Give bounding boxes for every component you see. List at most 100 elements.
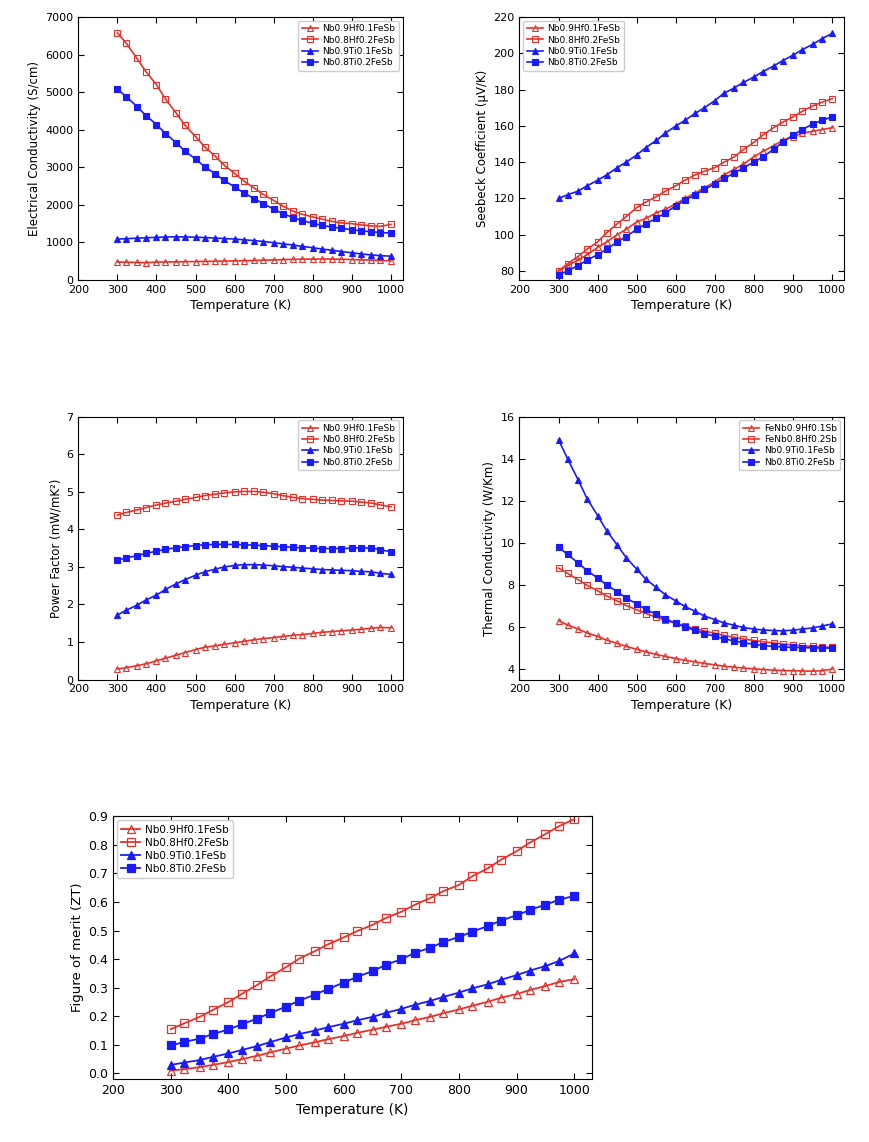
Nb0.9Ti0.1FeSb — [335, 244, 346, 258]
Nb0.8Ti0.2FeSb — [229, 538, 240, 552]
Nb0.9Ti0.1FeSb — [611, 161, 621, 175]
Nb0.8Ti0.2FeSb — [395, 952, 406, 966]
Nb0.9Hf0.1FeSb — [375, 254, 385, 267]
Nb0.8Hf0.2FeSb — [219, 159, 229, 172]
Nb0.8Hf0.2FeSb — [553, 264, 563, 278]
Nb0.8Ti0.2FeSb — [482, 919, 493, 933]
Nb0.8Ti0.2FeSb — [180, 144, 190, 158]
Nb0.9Ti0.1FeSb — [269, 235, 279, 249]
Nb0.9Hf0.1FeSb — [540, 979, 550, 992]
Nb0.8Hf0.2FeSb — [375, 219, 385, 233]
Nb0.9Hf0.1FeSb — [238, 254, 249, 267]
Nb0.9Hf0.1FeSb — [265, 1045, 275, 1059]
Nb0.9Ti0.1FeSb — [611, 538, 621, 552]
Nb0.8Hf0.2FeSb — [380, 911, 390, 925]
Nb0.9Hf0.1FeSb — [236, 1052, 247, 1065]
Nb0.9Hf0.1FeSb — [296, 628, 307, 642]
Nb0.9Hf0.1FeSb — [180, 645, 190, 659]
Nb0.9Hf0.1FeSb — [249, 633, 259, 646]
Nb0.8Hf0.2FeSb — [327, 493, 337, 507]
Nb0.9Hf0.1FeSb — [160, 255, 170, 268]
Nb0.9Hf0.1FeSb — [511, 987, 521, 1000]
Nb0.8Hf0.2FeSb — [265, 970, 275, 983]
Nb0.8Ti0.2FeSb — [309, 988, 320, 1002]
Nb0.9Hf0.1FeSb — [208, 1057, 218, 1071]
Nb0.8Hf0.2FeSb — [709, 161, 720, 175]
Nb0.9Hf0.1FeSb — [366, 621, 376, 635]
Nb0.9Hf0.1FeSb — [249, 254, 259, 267]
Nb0.9Ti0.1FeSb — [573, 473, 583, 486]
Nb0.8Ti0.2FeSb — [553, 267, 563, 281]
Nb0.9Hf0.1FeSb — [385, 621, 395, 635]
Nb0.9Ti0.1FeSb — [748, 70, 759, 83]
Nb0.9Ti0.1FeSb — [495, 973, 506, 987]
Nb0.8Ti0.2FeSb — [796, 641, 806, 654]
Nb0.8Ti0.2FeSb — [709, 177, 720, 191]
Line: Nb0.9Ti0.1FeSb: Nb0.9Ti0.1FeSb — [166, 949, 578, 1069]
Nb0.8Hf0.2FeSb — [366, 497, 376, 510]
Nb0.8Ti0.2FeSb — [728, 167, 739, 180]
Nb0.8Ti0.2FeSb — [650, 608, 660, 621]
Nb0.9Hf0.1FeSb — [209, 255, 220, 268]
FeNb0.9Hf0.1Sb — [600, 633, 611, 646]
Nb0.8Hf0.2FeSb — [170, 106, 181, 120]
Nb0.8Ti0.2FeSb — [249, 192, 259, 206]
Nb0.8Ti0.2FeSb — [121, 552, 131, 565]
FeNb0.9Hf0.1Sb — [631, 643, 641, 657]
Nb0.8Ti0.2FeSb — [524, 903, 534, 917]
Nb0.9Hf0.1FeSb — [482, 995, 493, 1008]
Nb0.9Ti0.1FeSb — [355, 247, 366, 260]
Nb0.9Ti0.1FeSb — [699, 609, 709, 622]
Nb0.9Ti0.1FeSb — [238, 557, 249, 571]
Nb0.9Ti0.1FeSb — [288, 239, 298, 252]
Nb0.9Ti0.1FeSb — [600, 168, 611, 182]
Nb0.8Hf0.2FeSb — [296, 492, 307, 506]
Nb0.9Ti0.1FeSb — [482, 978, 493, 991]
Nb0.8Ti0.2FeSb — [631, 223, 641, 236]
FeNb0.8Hf0.2Sb — [650, 610, 660, 624]
Nb0.8Hf0.2FeSb — [826, 91, 837, 105]
Nb0.8Ti0.2FeSb — [561, 548, 572, 562]
Nb0.9Hf0.1FeSb — [277, 629, 288, 643]
Nb0.9Hf0.1FeSb — [257, 632, 268, 645]
Nb0.8Hf0.2FeSb — [335, 494, 346, 508]
Nb0.8Hf0.2FeSb — [738, 143, 748, 156]
FeNb0.8Hf0.2Sb — [573, 573, 583, 587]
Nb0.9Ti0.1FeSb — [568, 947, 579, 960]
Nb0.9Ti0.1FeSb — [170, 230, 181, 243]
Line: Nb0.8Ti0.2FeSb: Nb0.8Ti0.2FeSb — [554, 544, 835, 652]
Nb0.9Ti0.1FeSb — [776, 54, 786, 67]
Nb0.8Hf0.2FeSb — [495, 853, 506, 867]
Nb0.9Ti0.1FeSb — [699, 100, 709, 114]
Nb0.8Hf0.2FeSb — [409, 898, 420, 911]
Nb0.9Ti0.1FeSb — [650, 134, 660, 147]
Nb0.9Ti0.1FeSb — [631, 148, 641, 162]
Nb0.8Ti0.2FeSb — [738, 636, 748, 650]
FeNb0.8Hf0.2Sb — [679, 619, 689, 633]
FeNb0.8Hf0.2Sb — [709, 627, 720, 641]
FeNb0.8Hf0.2Sb — [776, 637, 786, 651]
Nb0.9Hf0.1FeSb — [209, 640, 220, 653]
Line: Nb0.9Hf0.1FeSb: Nb0.9Hf0.1FeSb — [114, 256, 394, 266]
Nb0.8Hf0.2FeSb — [131, 51, 142, 65]
Nb0.8Ti0.2FeSb — [495, 914, 506, 927]
FeNb0.9Hf0.1Sb — [640, 645, 650, 659]
Nb0.9Hf0.1FeSb — [281, 1042, 291, 1055]
Legend: FeNb0.9Hf0.1Sb, FeNb0.8Hf0.2Sb, Nb0.9Ti0.1FeSb, Nb0.8Ti0.2FeSb: FeNb0.9Hf0.1Sb, FeNb0.8Hf0.2Sb, Nb0.9Ti0… — [739, 420, 839, 471]
Nb0.8Ti0.2FeSb — [670, 199, 680, 212]
Nb0.8Hf0.2FeSb — [424, 891, 434, 904]
Nb0.8Ti0.2FeSb — [568, 888, 579, 902]
Nb0.8Ti0.2FeSb — [288, 540, 298, 554]
Nb0.9Ti0.1FeSb — [316, 242, 327, 256]
Nb0.8Ti0.2FeSb — [209, 167, 220, 180]
FeNb0.9Hf0.1Sb — [757, 662, 767, 676]
Nb0.9Hf0.1FeSb — [776, 134, 786, 147]
Nb0.9Ti0.1FeSb — [141, 593, 151, 606]
FeNb0.8Hf0.2Sb — [787, 638, 798, 652]
Nb0.8Ti0.2FeSb — [620, 592, 631, 605]
Nb0.9Hf0.1FeSb — [112, 662, 123, 676]
Nb0.9Ti0.1FeSb — [160, 231, 170, 244]
FeNb0.9Hf0.1Sb — [573, 622, 583, 636]
Line: Nb0.9Ti0.1FeSb: Nb0.9Ti0.1FeSb — [114, 561, 394, 619]
Nb0.8Ti0.2FeSb — [229, 180, 240, 194]
